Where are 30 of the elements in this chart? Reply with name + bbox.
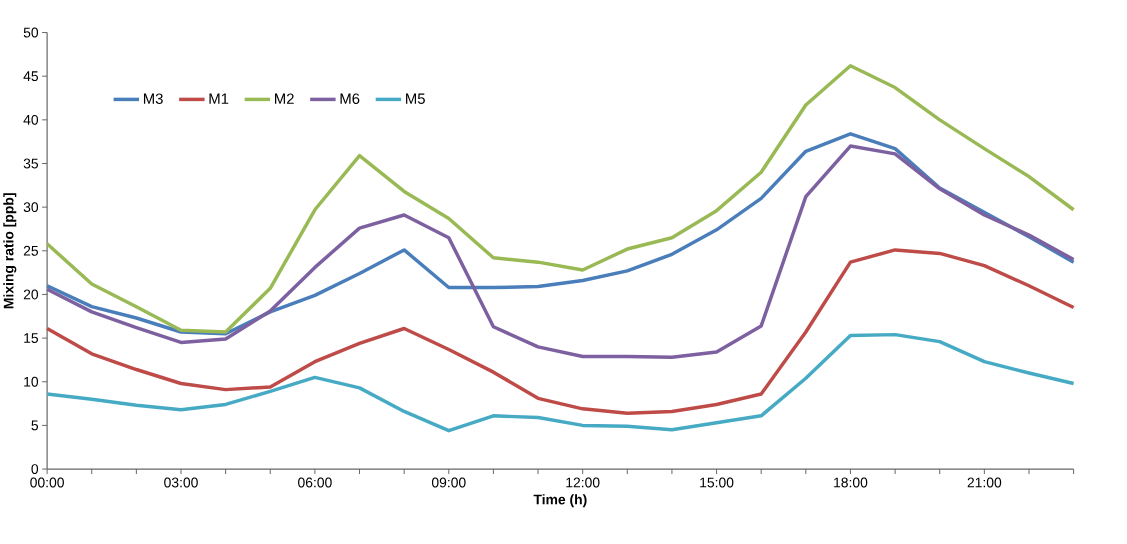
legend-label: M5	[406, 93, 425, 104]
y-tick-label: 50	[23, 27, 39, 38]
line-series	[45, 144, 1076, 359]
x-tick-label: 06:00	[298, 477, 332, 488]
y-tick-label: 5	[31, 420, 39, 431]
x-tick-label: 15:00	[700, 477, 734, 488]
x-tick-label: 03:00	[164, 477, 198, 488]
x-tick-label: 21:00	[967, 477, 1002, 488]
legend-label: M2	[275, 93, 294, 104]
y-tick-label: 45	[23, 71, 39, 81]
y-tick-label: 20	[23, 289, 39, 300]
x-tick-label: 09:00	[431, 477, 466, 488]
y-tick-label: 0	[31, 464, 39, 474]
x-axis-title: Time (h)	[533, 494, 587, 508]
legend-label: M3	[143, 93, 163, 104]
y-tick-label: 15	[24, 333, 39, 343]
x-tick-label: 00:00	[30, 477, 64, 488]
y-axis-title: Mixing ratio [ppb]	[3, 193, 17, 309]
y-tick-label: 25	[23, 245, 39, 256]
legend-label: M1	[209, 93, 229, 104]
line-series	[45, 63, 1076, 334]
x-tick-label: 12:00	[566, 477, 600, 488]
y-tick-label: 30	[23, 202, 39, 213]
line-series	[45, 248, 1076, 415]
x-tick-label: 18:00	[834, 477, 868, 488]
line-series	[45, 332, 1076, 433]
y-tick-label: 35	[23, 158, 39, 169]
y-tick-label: 40	[23, 114, 39, 125]
y-tick-label: 10	[24, 376, 39, 387]
legend-label: M6	[340, 93, 360, 104]
